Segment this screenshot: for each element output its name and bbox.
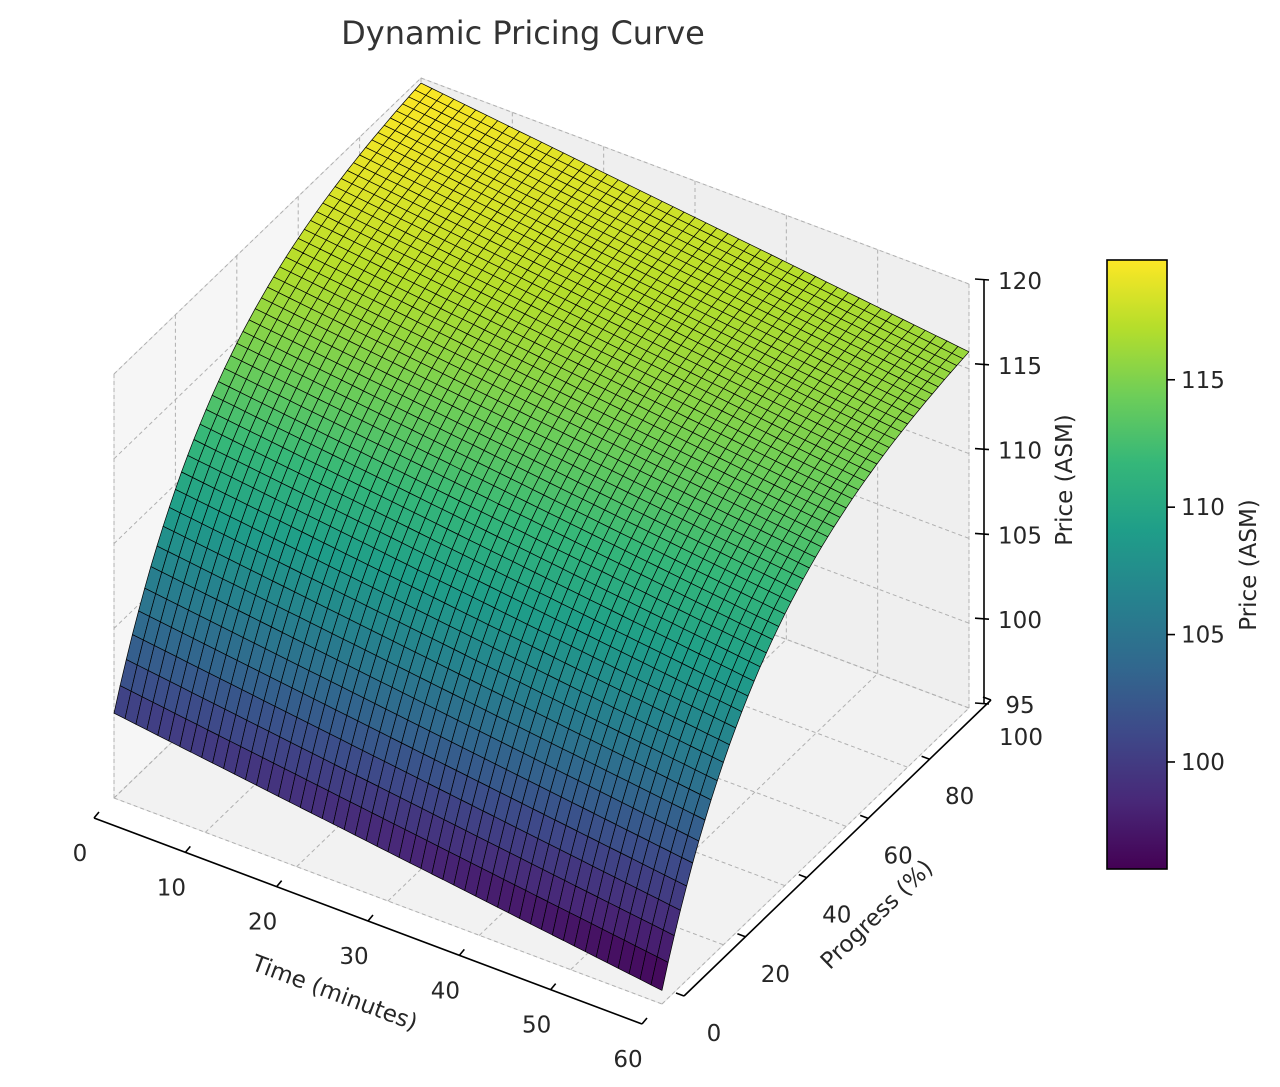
z-tick xyxy=(974,363,990,366)
z-tick xyxy=(974,532,990,536)
colorbar-tick-label: 100 xyxy=(1181,750,1225,776)
x-tick xyxy=(93,811,100,819)
x-tick xyxy=(276,880,283,888)
y-tick xyxy=(737,933,746,938)
y-tick xyxy=(798,873,808,879)
x-tick xyxy=(550,983,557,991)
x-tick-label: 0 xyxy=(73,841,88,867)
z-tick xyxy=(974,617,990,620)
z-tick-label: 110 xyxy=(998,439,1042,465)
y-tick-label: 40 xyxy=(822,903,851,929)
x-tick-label: 60 xyxy=(613,1047,642,1073)
y-tick-label: 80 xyxy=(945,784,974,810)
price-surface xyxy=(113,82,970,991)
colorbar-gradient xyxy=(1106,259,1168,870)
y-tick-label: 60 xyxy=(884,843,913,869)
colorbar-tick-label: 110 xyxy=(1181,495,1225,521)
x-tick xyxy=(184,845,191,853)
y-tick xyxy=(675,992,685,997)
z-tick xyxy=(974,278,990,281)
x-tick-label: 30 xyxy=(339,944,368,970)
z-axis-label: Price (ASM) xyxy=(1052,414,1078,546)
z-tick-label: 95 xyxy=(1005,693,1034,719)
x-tick-label: 40 xyxy=(431,978,460,1004)
colorbar-tick-label: 105 xyxy=(1181,623,1225,649)
y-tick-label: 20 xyxy=(761,962,790,988)
x-tick-label: 10 xyxy=(157,875,186,901)
x-axis-label: Time (minutes) xyxy=(247,950,421,1036)
y-tick-label: 0 xyxy=(707,1021,722,1047)
x-tick xyxy=(458,948,465,956)
y-tick-label: 100 xyxy=(999,725,1043,751)
y-tick xyxy=(921,755,930,760)
z-tick-label: 105 xyxy=(998,523,1042,549)
x-tick xyxy=(641,1017,648,1025)
x-tick-label: 20 xyxy=(248,910,277,936)
z-tick xyxy=(974,447,990,451)
x-tick-label: 50 xyxy=(522,1013,551,1039)
axes: 0 10 20 30 40 50 60 0 20 40 60 80 100 95 100 105 110 115 1… xyxy=(73,269,1043,1073)
colorbar: 100 105 110 115 xyxy=(1106,259,1225,870)
y-tick xyxy=(859,814,869,820)
colorbar-tick-label: 115 xyxy=(1181,368,1225,394)
chart-title: Dynamic Pricing Curve xyxy=(341,14,705,52)
y-axis-line xyxy=(683,699,992,997)
z-tick-label: 115 xyxy=(998,354,1042,380)
surface-cell xyxy=(650,956,669,991)
x-tick xyxy=(367,914,374,922)
grid-line-z-left xyxy=(113,77,422,375)
z-tick xyxy=(974,702,990,705)
z-tick-label: 120 xyxy=(998,269,1042,295)
grid-line-x-floor xyxy=(661,707,970,1005)
colorbar-label: Price (ASM) xyxy=(1236,499,1262,631)
z-tick-label: 100 xyxy=(998,608,1042,634)
